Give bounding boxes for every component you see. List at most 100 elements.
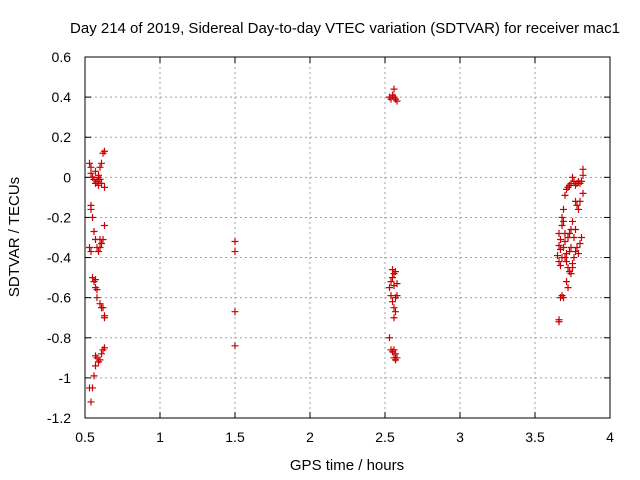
data-point — [558, 221, 566, 229]
data-point — [393, 280, 401, 288]
data-point — [87, 398, 95, 406]
data-point — [576, 197, 584, 205]
data-point — [560, 217, 567, 225]
data-point — [393, 97, 401, 105]
data-point — [86, 384, 93, 392]
data-point — [231, 248, 239, 256]
data-point — [95, 248, 102, 256]
data-point — [561, 238, 569, 246]
data-point — [389, 298, 396, 306]
data-point — [98, 350, 105, 358]
data-point — [555, 316, 563, 324]
y-tick-label: -0.8 — [47, 330, 71, 346]
y-tick-label: -0.2 — [47, 209, 71, 225]
y-tick-label: -0.6 — [47, 290, 71, 306]
data-point — [101, 314, 108, 322]
x-tick-label: 2 — [306, 429, 314, 445]
data-point — [231, 308, 239, 316]
x-axis-label: GPS time / hours — [290, 457, 404, 474]
x-tick-label: 2.5 — [375, 429, 395, 445]
data-point — [99, 236, 107, 244]
data-point — [386, 334, 393, 342]
data-point — [555, 258, 563, 266]
data-point — [392, 268, 399, 276]
plot-frame — [84, 56, 611, 419]
data-point — [101, 221, 108, 229]
data-point — [578, 234, 585, 241]
data-point — [570, 254, 578, 262]
data-point — [390, 346, 398, 354]
data-point — [96, 244, 104, 252]
data-point — [231, 238, 239, 246]
grid-lines — [85, 57, 610, 418]
data-point — [393, 292, 401, 300]
data-point — [92, 276, 99, 284]
data-point — [101, 183, 108, 191]
data-point — [579, 189, 587, 197]
y-axis-label: SDTVAR / TECUs — [6, 177, 23, 297]
data-point — [579, 171, 587, 179]
data-point — [579, 165, 587, 173]
y-tick-label: -1 — [59, 370, 72, 386]
data-point — [96, 163, 104, 171]
data-point — [392, 356, 399, 364]
chart-title: Day 214 of 2019, Sidereal Day-to-day VTE… — [70, 20, 620, 37]
data-point — [575, 205, 582, 213]
data-point — [569, 217, 576, 225]
data-point — [569, 260, 576, 268]
data-point — [561, 191, 569, 199]
data-point — [386, 284, 393, 292]
data-point — [101, 344, 108, 352]
data-point — [576, 240, 584, 248]
data-points — [86, 85, 587, 406]
data-point — [555, 229, 563, 237]
data-point — [560, 205, 567, 213]
data-point — [563, 278, 570, 286]
data-point — [567, 270, 575, 278]
data-point — [95, 173, 102, 181]
data-point — [86, 244, 93, 252]
y-tick-label: 0.4 — [52, 89, 72, 105]
data-point — [564, 234, 572, 241]
data-point — [569, 173, 576, 181]
x-tick-labels: 0.5 1 1.5 2 2.5 3 3.5 4 — [75, 429, 614, 445]
data-point — [87, 163, 95, 171]
data-point — [98, 240, 105, 248]
data-point — [567, 244, 575, 252]
data-point — [392, 350, 399, 358]
x-tick-label: 3 — [456, 429, 464, 445]
data-point — [558, 213, 566, 221]
data-point — [392, 308, 399, 316]
data-point — [578, 177, 585, 185]
data-point — [93, 294, 101, 302]
data-point — [387, 292, 395, 300]
data-point — [557, 262, 564, 270]
data-point — [87, 169, 95, 177]
data-point — [554, 252, 561, 260]
data-point — [573, 201, 581, 209]
data-point — [564, 284, 572, 292]
data-point — [566, 248, 573, 256]
data-point — [390, 304, 398, 312]
data-point — [231, 342, 239, 350]
data-point — [561, 254, 569, 262]
y-tick-label: 0.2 — [52, 129, 72, 145]
x-tick-label: 1.5 — [225, 429, 245, 445]
data-point — [98, 159, 105, 167]
data-point — [563, 258, 570, 266]
y-tick-labels: -1.2 -1 -0.8 -0.6 -0.4 -0.2 0 0.2 0.4 0.6 — [47, 49, 71, 426]
y-tick-label: -1.2 — [47, 410, 71, 426]
data-point — [573, 244, 581, 252]
data-point — [96, 300, 104, 308]
y-tick-label: 0 — [63, 169, 71, 185]
data-point — [93, 286, 101, 294]
data-point — [561, 229, 569, 237]
axis-ticks — [84, 56, 611, 419]
data-point — [389, 274, 396, 282]
x-tick-label: 0.5 — [75, 429, 95, 445]
data-point — [575, 250, 582, 258]
data-point — [87, 248, 95, 256]
y-tick-label: 0.6 — [52, 49, 72, 65]
